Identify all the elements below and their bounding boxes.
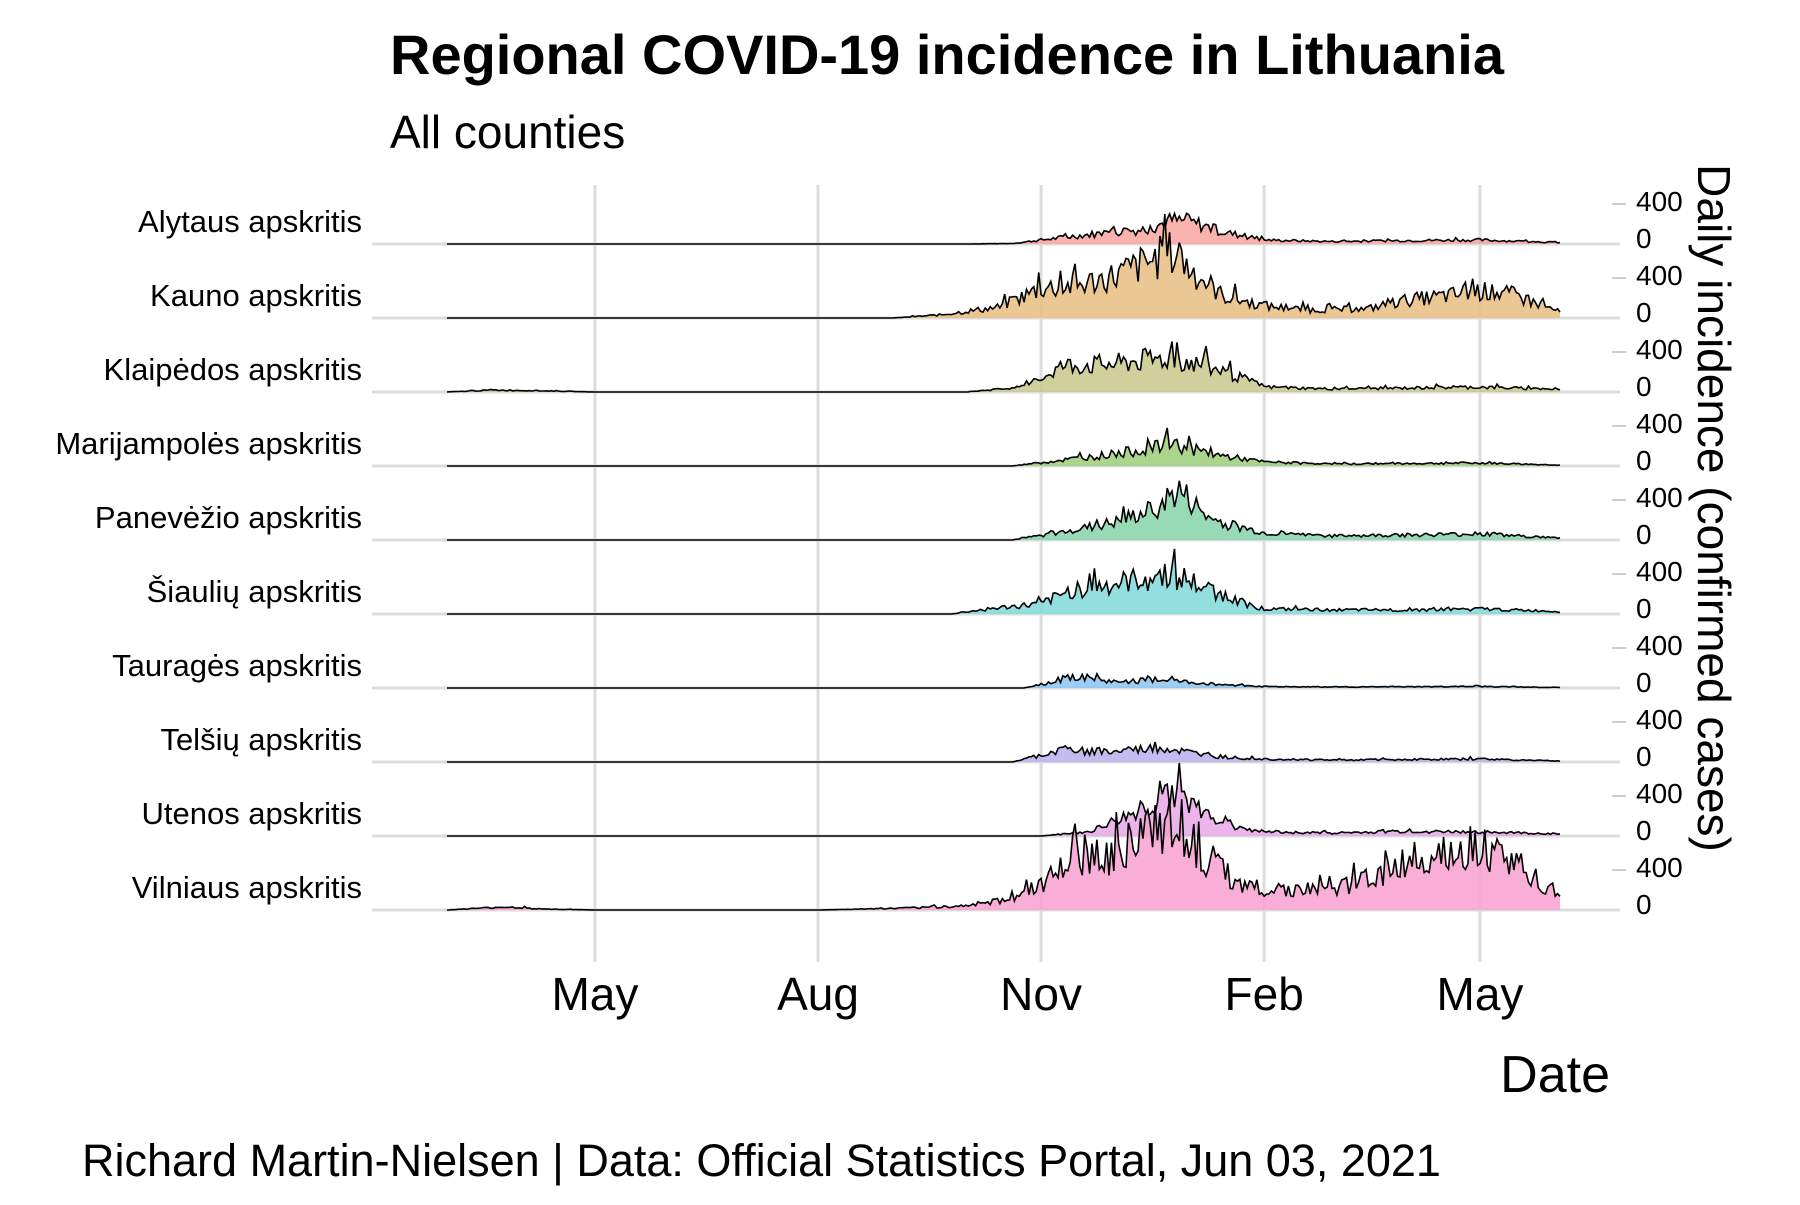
county-label: Utenos apskritis xyxy=(141,796,362,831)
ridge-area xyxy=(447,762,1560,836)
chart-caption: Richard Martin-Nielsen | Data: Official … xyxy=(82,1135,1441,1186)
ridge-4 xyxy=(447,427,1561,467)
ridge-line xyxy=(447,427,1561,467)
county-label: Panevėžio apskritis xyxy=(95,500,362,535)
y-tick-label: 400 xyxy=(1636,186,1683,217)
ridge-area xyxy=(447,799,1560,910)
y-tick-label: 0 xyxy=(1636,889,1652,920)
y-tick-label: 400 xyxy=(1636,334,1683,365)
ridge-line xyxy=(447,671,1561,689)
ridge-area xyxy=(447,548,1560,614)
x-tick-label: May xyxy=(1437,968,1524,1020)
x-tick-label: Feb xyxy=(1225,968,1304,1020)
ridge-layer xyxy=(446,211,1561,911)
county-label: Klaipėdos apskritis xyxy=(104,352,362,387)
y-tick-label: 0 xyxy=(1636,667,1652,698)
y-tick-label: 400 xyxy=(1636,778,1683,809)
ridge-line xyxy=(446,799,1561,911)
x-tick-label: Aug xyxy=(777,968,859,1020)
y-tick-label: 0 xyxy=(1636,223,1652,254)
county-label: Šiaulių apskritis xyxy=(147,574,362,609)
y-tick-label: 400 xyxy=(1636,482,1683,513)
ridge-line xyxy=(447,211,1561,245)
ridge-area xyxy=(447,480,1560,540)
ridge-1 xyxy=(447,211,1561,245)
ridge-8 xyxy=(447,741,1561,763)
ridge-7 xyxy=(447,671,1561,689)
x-tick-label: May xyxy=(551,968,638,1020)
ridge-10 xyxy=(446,799,1561,911)
chart-title: Regional COVID-19 incidence in Lithuania xyxy=(390,23,1505,86)
ridge-line xyxy=(447,213,1561,319)
county-label: Tauragės apskritis xyxy=(112,648,362,683)
chart-subtitle: All counties xyxy=(390,106,625,158)
ridge-area xyxy=(447,214,1560,318)
ridge-9 xyxy=(447,762,1561,837)
y-tick-label: 0 xyxy=(1636,815,1652,846)
county-label: Marijampolės apskritis xyxy=(55,426,362,461)
ridge-line xyxy=(447,762,1561,837)
county-label: Alytaus apskritis xyxy=(138,204,362,239)
label-layer: May Aug Nov Feb May Alytaus apskritis 0 400 Kaun… xyxy=(55,186,1682,1020)
ridge-2 xyxy=(447,213,1561,319)
y-tick-label: 400 xyxy=(1636,704,1683,735)
y-tick-label: 0 xyxy=(1636,519,1652,550)
x-axis-title: Date xyxy=(1500,1046,1610,1104)
ridge-5 xyxy=(447,480,1561,541)
county-label: Vilniaus apskritis xyxy=(132,870,362,905)
y-tick-label: 0 xyxy=(1636,297,1652,328)
y-tick-label: 0 xyxy=(1636,741,1652,772)
y-tick-label: 400 xyxy=(1636,260,1683,291)
x-tick-label: Nov xyxy=(1000,968,1082,1020)
ridge-line xyxy=(447,548,1560,615)
ridge-line xyxy=(447,480,1561,541)
y-tick-label: 0 xyxy=(1636,593,1652,624)
y-tick-label: 400 xyxy=(1636,408,1683,439)
y-tick-label: 400 xyxy=(1636,630,1683,661)
ridge-line xyxy=(447,741,1561,763)
y-tick-label: 0 xyxy=(1636,445,1652,476)
ridge-area xyxy=(447,341,1560,392)
ridge-3 xyxy=(446,341,1561,393)
county-label: Telšių apskritis xyxy=(160,722,362,757)
y-tick-label: 0 xyxy=(1636,371,1652,402)
ridge-area xyxy=(447,427,1560,466)
y-tick-label: 400 xyxy=(1636,556,1683,587)
y-axis-title: Daily incidence (confirmed cases) xyxy=(1688,164,1740,852)
ridge-area xyxy=(447,213,1560,244)
county-label: Kauno apskritis xyxy=(150,278,362,313)
ridge-line xyxy=(446,341,1561,393)
ridge-6 xyxy=(447,548,1560,615)
y-tick-label: 400 xyxy=(1636,852,1683,883)
